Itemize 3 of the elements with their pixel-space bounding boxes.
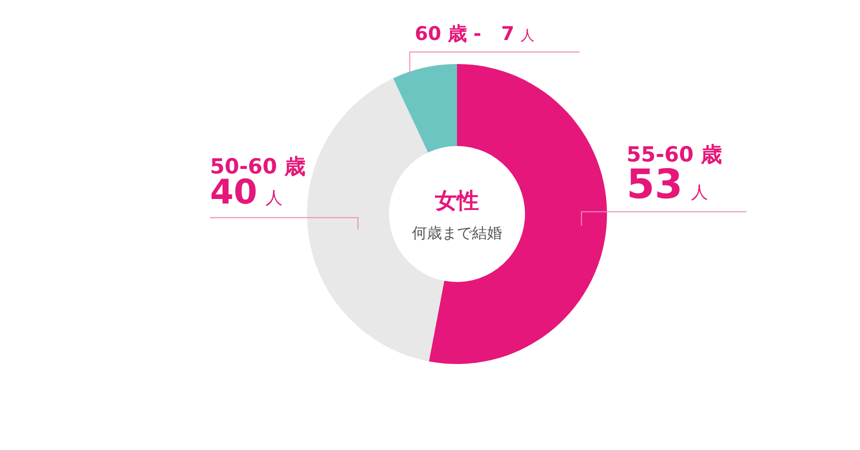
text: 何歳まで結婚 [412, 224, 502, 242]
slice-label: 60 歳 - 7 人 [414, 23, 534, 46]
text: 女性 [434, 189, 479, 214]
